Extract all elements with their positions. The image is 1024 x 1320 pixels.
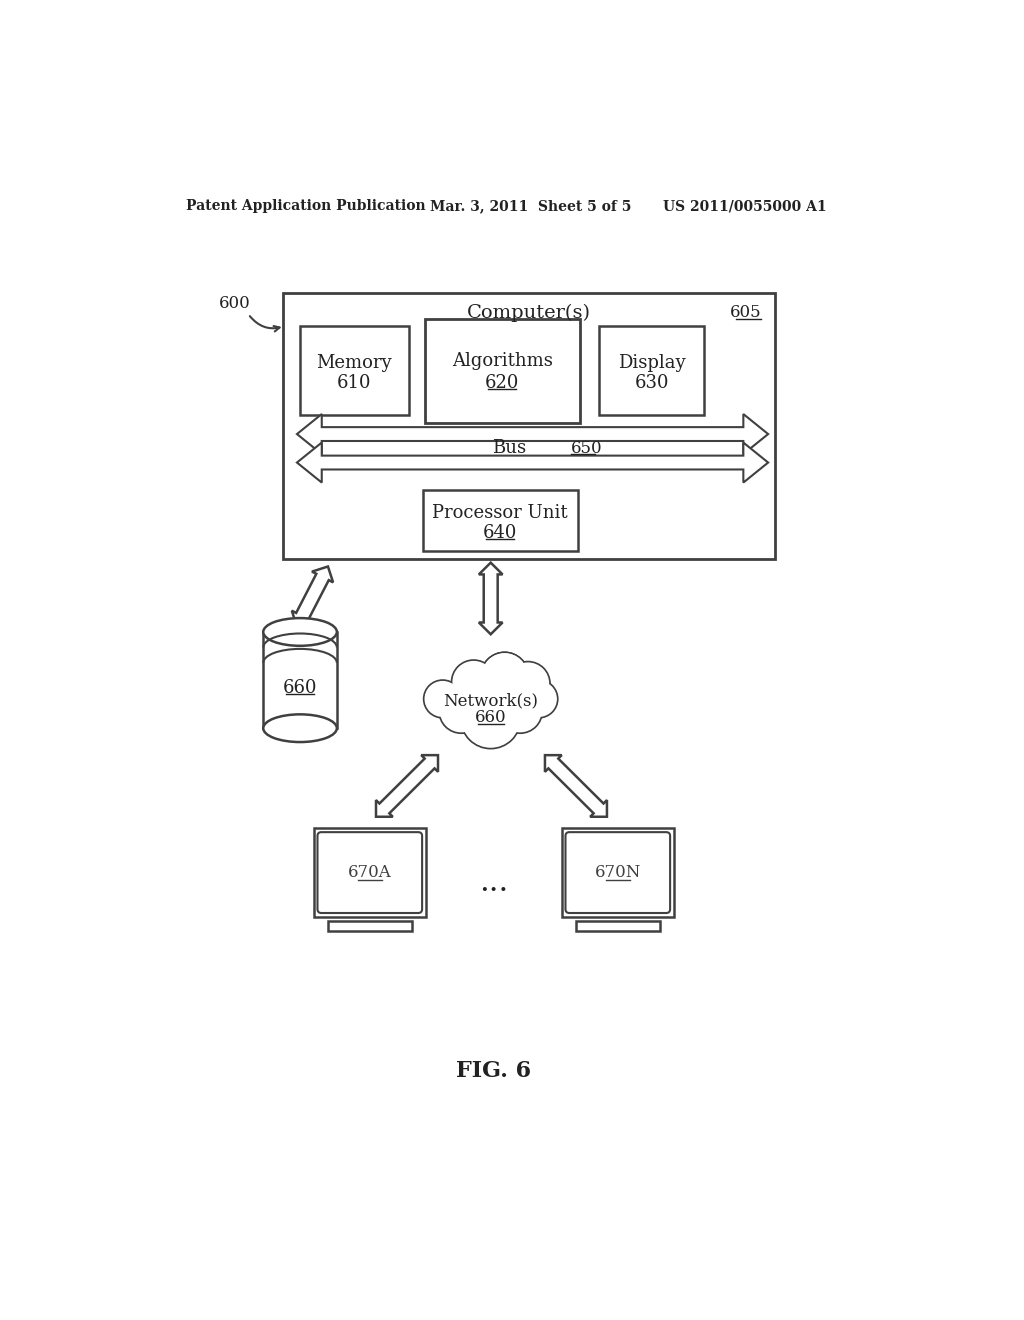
Circle shape: [520, 681, 557, 718]
Polygon shape: [297, 414, 768, 454]
Text: 640: 640: [482, 524, 517, 541]
Circle shape: [424, 681, 461, 718]
FancyBboxPatch shape: [565, 832, 670, 913]
Circle shape: [521, 681, 556, 717]
Circle shape: [425, 681, 460, 717]
Text: Mar. 3, 2011  Sheet 5 of 5: Mar. 3, 2011 Sheet 5 of 5: [430, 199, 632, 213]
Bar: [283, 293, 775, 558]
Circle shape: [440, 690, 481, 731]
Text: 670A: 670A: [348, 865, 391, 880]
Bar: [425, 318, 580, 422]
Circle shape: [482, 653, 526, 698]
Bar: [313, 829, 426, 917]
FancyBboxPatch shape: [317, 832, 422, 913]
Ellipse shape: [263, 714, 337, 742]
Circle shape: [481, 653, 528, 700]
Circle shape: [439, 689, 483, 733]
Bar: [561, 829, 674, 917]
Text: FIG. 6: FIG. 6: [457, 1060, 531, 1082]
Polygon shape: [376, 755, 438, 817]
Text: Computer(s): Computer(s): [467, 304, 591, 322]
Circle shape: [482, 653, 526, 698]
Text: 660: 660: [475, 709, 507, 726]
Bar: [328, 921, 412, 931]
Circle shape: [463, 690, 519, 747]
Polygon shape: [479, 562, 503, 635]
Text: 650: 650: [571, 440, 603, 457]
Bar: [599, 326, 703, 414]
Text: 670N: 670N: [595, 865, 641, 880]
Circle shape: [453, 661, 495, 702]
Bar: [423, 490, 578, 552]
Text: US 2011/0055000 A1: US 2011/0055000 A1: [663, 199, 826, 213]
Text: Memory: Memory: [316, 354, 392, 372]
Text: 620: 620: [485, 374, 519, 392]
Text: Patent Application Publication: Patent Application Publication: [186, 199, 426, 213]
Text: 630: 630: [634, 374, 669, 392]
Bar: [575, 921, 659, 931]
Circle shape: [500, 690, 541, 731]
Circle shape: [506, 663, 550, 705]
Text: Processor Unit: Processor Unit: [432, 504, 568, 521]
Circle shape: [507, 663, 549, 704]
Ellipse shape: [263, 618, 337, 645]
Text: 660: 660: [283, 678, 317, 697]
Circle shape: [499, 689, 542, 733]
Text: Display: Display: [617, 354, 685, 372]
Circle shape: [481, 653, 528, 700]
Text: Algorithms: Algorithms: [452, 352, 553, 371]
Polygon shape: [545, 755, 607, 817]
Polygon shape: [297, 442, 768, 483]
Text: 610: 610: [337, 374, 372, 392]
Text: Bus: Bus: [493, 440, 526, 457]
Text: 600: 600: [219, 294, 251, 312]
Polygon shape: [292, 566, 333, 627]
Circle shape: [461, 689, 520, 748]
Circle shape: [452, 660, 496, 704]
Text: Network(s): Network(s): [443, 693, 539, 710]
Bar: [300, 326, 409, 414]
Text: ...: ...: [479, 867, 509, 898]
Text: 605: 605: [729, 304, 761, 321]
